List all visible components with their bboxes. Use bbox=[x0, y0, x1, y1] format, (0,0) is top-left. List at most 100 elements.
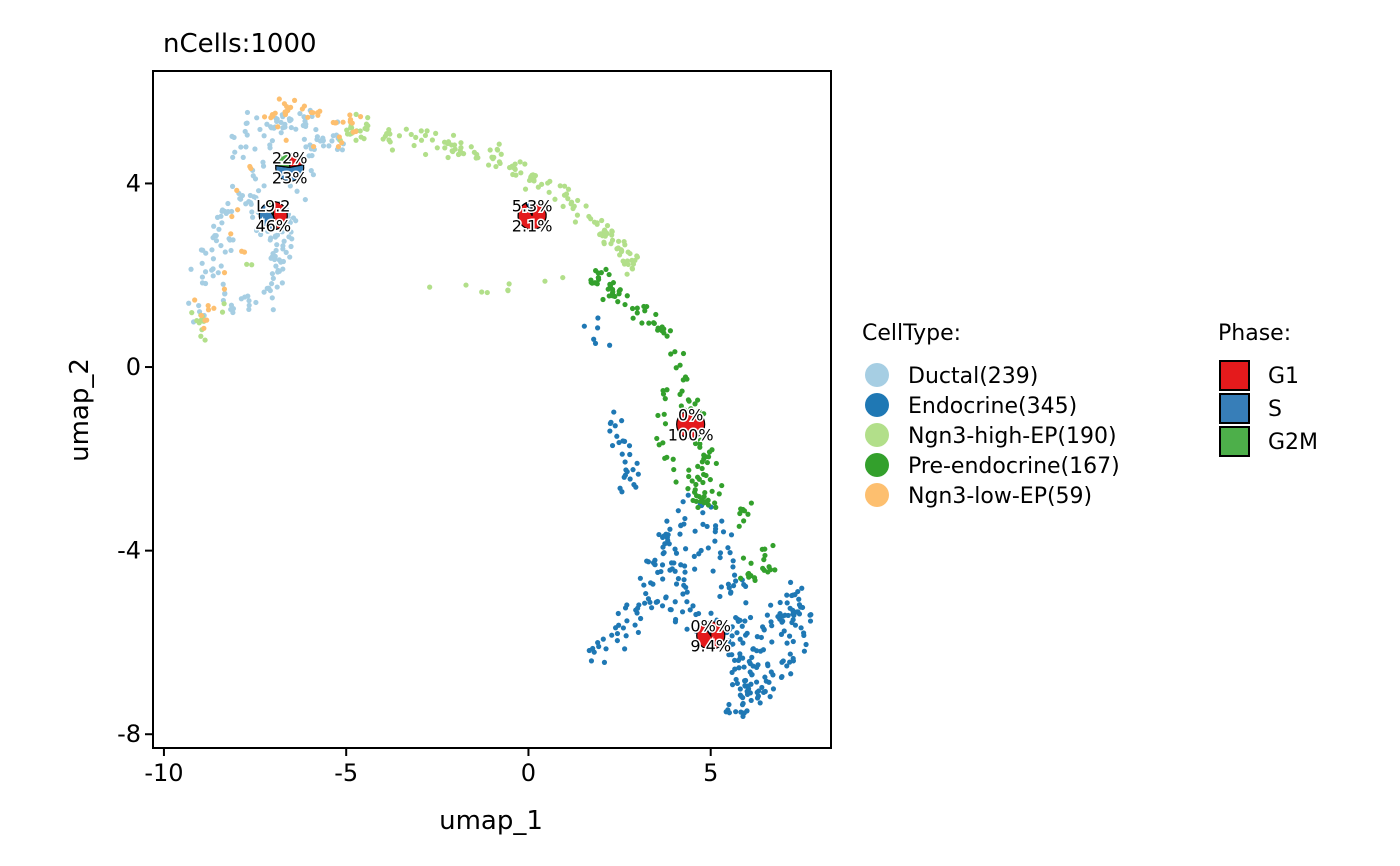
data-point bbox=[707, 435, 713, 441]
data-point bbox=[614, 433, 620, 439]
data-point bbox=[246, 306, 252, 313]
data-point bbox=[615, 238, 622, 244]
data-point bbox=[745, 683, 751, 689]
x-tick-label: -10 bbox=[144, 759, 183, 787]
data-point bbox=[625, 261, 631, 268]
data-point bbox=[717, 593, 723, 600]
data-point bbox=[281, 238, 287, 244]
series-4 bbox=[192, 96, 364, 331]
data-point bbox=[196, 302, 202, 309]
data-point bbox=[693, 611, 699, 618]
data-point bbox=[696, 476, 702, 482]
data-point bbox=[634, 460, 640, 466]
data-point bbox=[310, 172, 317, 178]
data-point bbox=[697, 441, 703, 447]
data-point bbox=[202, 269, 209, 275]
data-point bbox=[742, 632, 749, 638]
data-point bbox=[680, 377, 686, 383]
data-point bbox=[228, 247, 234, 254]
data-point bbox=[777, 599, 783, 606]
x-tick-label: 5 bbox=[703, 759, 718, 787]
data-point bbox=[780, 613, 786, 619]
data-point bbox=[695, 397, 701, 403]
data-point bbox=[623, 633, 629, 639]
data-point bbox=[598, 270, 604, 276]
legend-key-celltype bbox=[865, 483, 889, 507]
pie-label: 2.1% bbox=[512, 217, 553, 236]
data-point bbox=[249, 262, 255, 268]
data-point bbox=[560, 274, 566, 281]
data-point bbox=[762, 546, 768, 552]
data-point bbox=[632, 622, 638, 628]
data-point bbox=[767, 694, 773, 700]
data-point bbox=[762, 674, 768, 680]
pie-label: 0%% bbox=[690, 617, 731, 636]
data-point bbox=[717, 554, 723, 561]
data-point bbox=[244, 109, 251, 116]
data-point bbox=[597, 231, 603, 238]
data-point bbox=[565, 186, 572, 192]
data-point bbox=[713, 460, 719, 467]
pie-slice bbox=[275, 164, 305, 182]
data-point bbox=[353, 137, 359, 143]
data-point bbox=[513, 172, 519, 178]
data-point bbox=[595, 315, 601, 321]
data-point bbox=[218, 263, 224, 269]
pie-slice bbox=[258, 203, 278, 231]
pie-label: 100% bbox=[668, 425, 714, 444]
data-point bbox=[739, 623, 745, 629]
data-point bbox=[615, 610, 621, 617]
data-point bbox=[740, 655, 746, 661]
data-point bbox=[596, 643, 602, 650]
data-point bbox=[603, 266, 609, 273]
data-point bbox=[427, 284, 433, 290]
data-point bbox=[332, 120, 338, 126]
data-point bbox=[336, 134, 342, 140]
data-point bbox=[442, 145, 448, 151]
data-point bbox=[729, 669, 735, 676]
data-point bbox=[765, 569, 771, 575]
data-point bbox=[458, 140, 464, 146]
data-point bbox=[728, 532, 735, 538]
data-point bbox=[733, 614, 739, 621]
data-point bbox=[790, 638, 796, 645]
data-point bbox=[221, 270, 228, 276]
data-point bbox=[210, 256, 217, 262]
data-point bbox=[287, 254, 293, 260]
series-0 bbox=[186, 107, 346, 325]
data-point bbox=[218, 213, 224, 219]
data-point bbox=[211, 223, 217, 229]
data-point bbox=[733, 578, 739, 584]
data-point bbox=[795, 588, 801, 595]
data-point bbox=[684, 599, 690, 605]
data-point bbox=[784, 592, 790, 598]
data-point bbox=[244, 120, 250, 126]
data-point bbox=[413, 134, 419, 140]
data-point bbox=[751, 575, 758, 581]
data-point bbox=[650, 581, 656, 587]
data-point bbox=[784, 640, 790, 646]
data-point bbox=[700, 510, 706, 516]
data-point bbox=[561, 192, 568, 198]
data-point bbox=[219, 309, 226, 315]
data-point bbox=[781, 628, 787, 634]
legend-key-phase bbox=[1219, 360, 1250, 391]
data-point bbox=[320, 135, 326, 141]
data-point bbox=[281, 101, 288, 107]
data-point bbox=[228, 231, 234, 237]
data-point bbox=[276, 96, 282, 102]
data-point bbox=[622, 459, 628, 465]
data-point bbox=[690, 497, 696, 504]
data-point bbox=[308, 109, 314, 116]
data-point bbox=[654, 435, 660, 442]
data-point bbox=[450, 132, 457, 138]
data-point bbox=[624, 271, 630, 277]
legend-celltype: CellType: Ductal(239) Endocrine(345) Ngn3-… bbox=[862, 321, 1120, 509]
data-point bbox=[622, 301, 628, 308]
pie-label: 0% bbox=[678, 405, 703, 424]
data-point bbox=[679, 388, 685, 394]
data-point bbox=[494, 146, 500, 153]
data-point bbox=[247, 192, 253, 199]
pie-slice bbox=[272, 200, 288, 230]
data-point bbox=[188, 266, 194, 272]
